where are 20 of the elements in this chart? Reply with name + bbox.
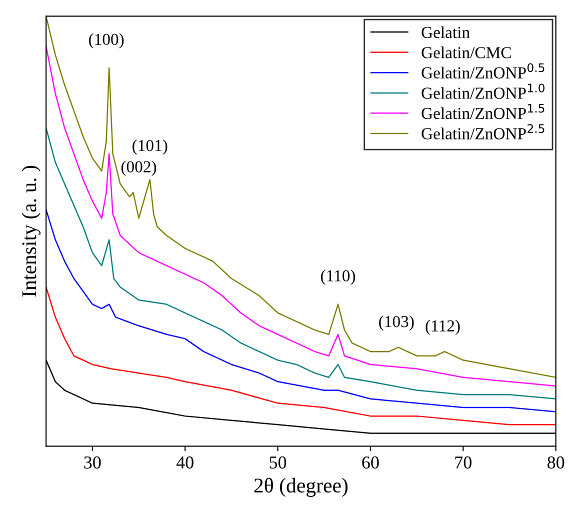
legend-label: Gelatin/ZnONP$^{2.5}$ bbox=[422, 124, 544, 140]
x-tick-label: 70 bbox=[455, 456, 472, 469]
legend-label: Gelatin/ZnONP$^{1.0}$ bbox=[422, 84, 544, 99]
x-tick-label: 40 bbox=[176, 456, 194, 469]
x-tick-label: 80 bbox=[548, 456, 564, 469]
x-tick-label: 50 bbox=[270, 456, 286, 469]
annotation: (112) bbox=[426, 320, 460, 335]
annotation: (101) bbox=[132, 139, 168, 155]
annotation: (002) bbox=[121, 160, 156, 176]
legend-label: Gelatin/CMC bbox=[422, 46, 511, 58]
legend-label: Gelatin/ZnONP$^{1.5}$ bbox=[422, 104, 544, 120]
annotation: (110) bbox=[321, 270, 356, 285]
x-axis-title: 2θ (degree) bbox=[254, 478, 348, 497]
x-tick-label: 30 bbox=[84, 456, 101, 469]
legend-label: Gelatin/ZnONP$^{0.5}$ bbox=[422, 63, 544, 78]
annotation: (103) bbox=[379, 315, 414, 331]
x-tick-label: 60 bbox=[362, 456, 379, 469]
y-axis-title: Intensity (a. u. ) bbox=[22, 166, 41, 297]
annotation: (100) bbox=[89, 33, 124, 48]
legend-label: Gelatin bbox=[422, 26, 470, 38]
